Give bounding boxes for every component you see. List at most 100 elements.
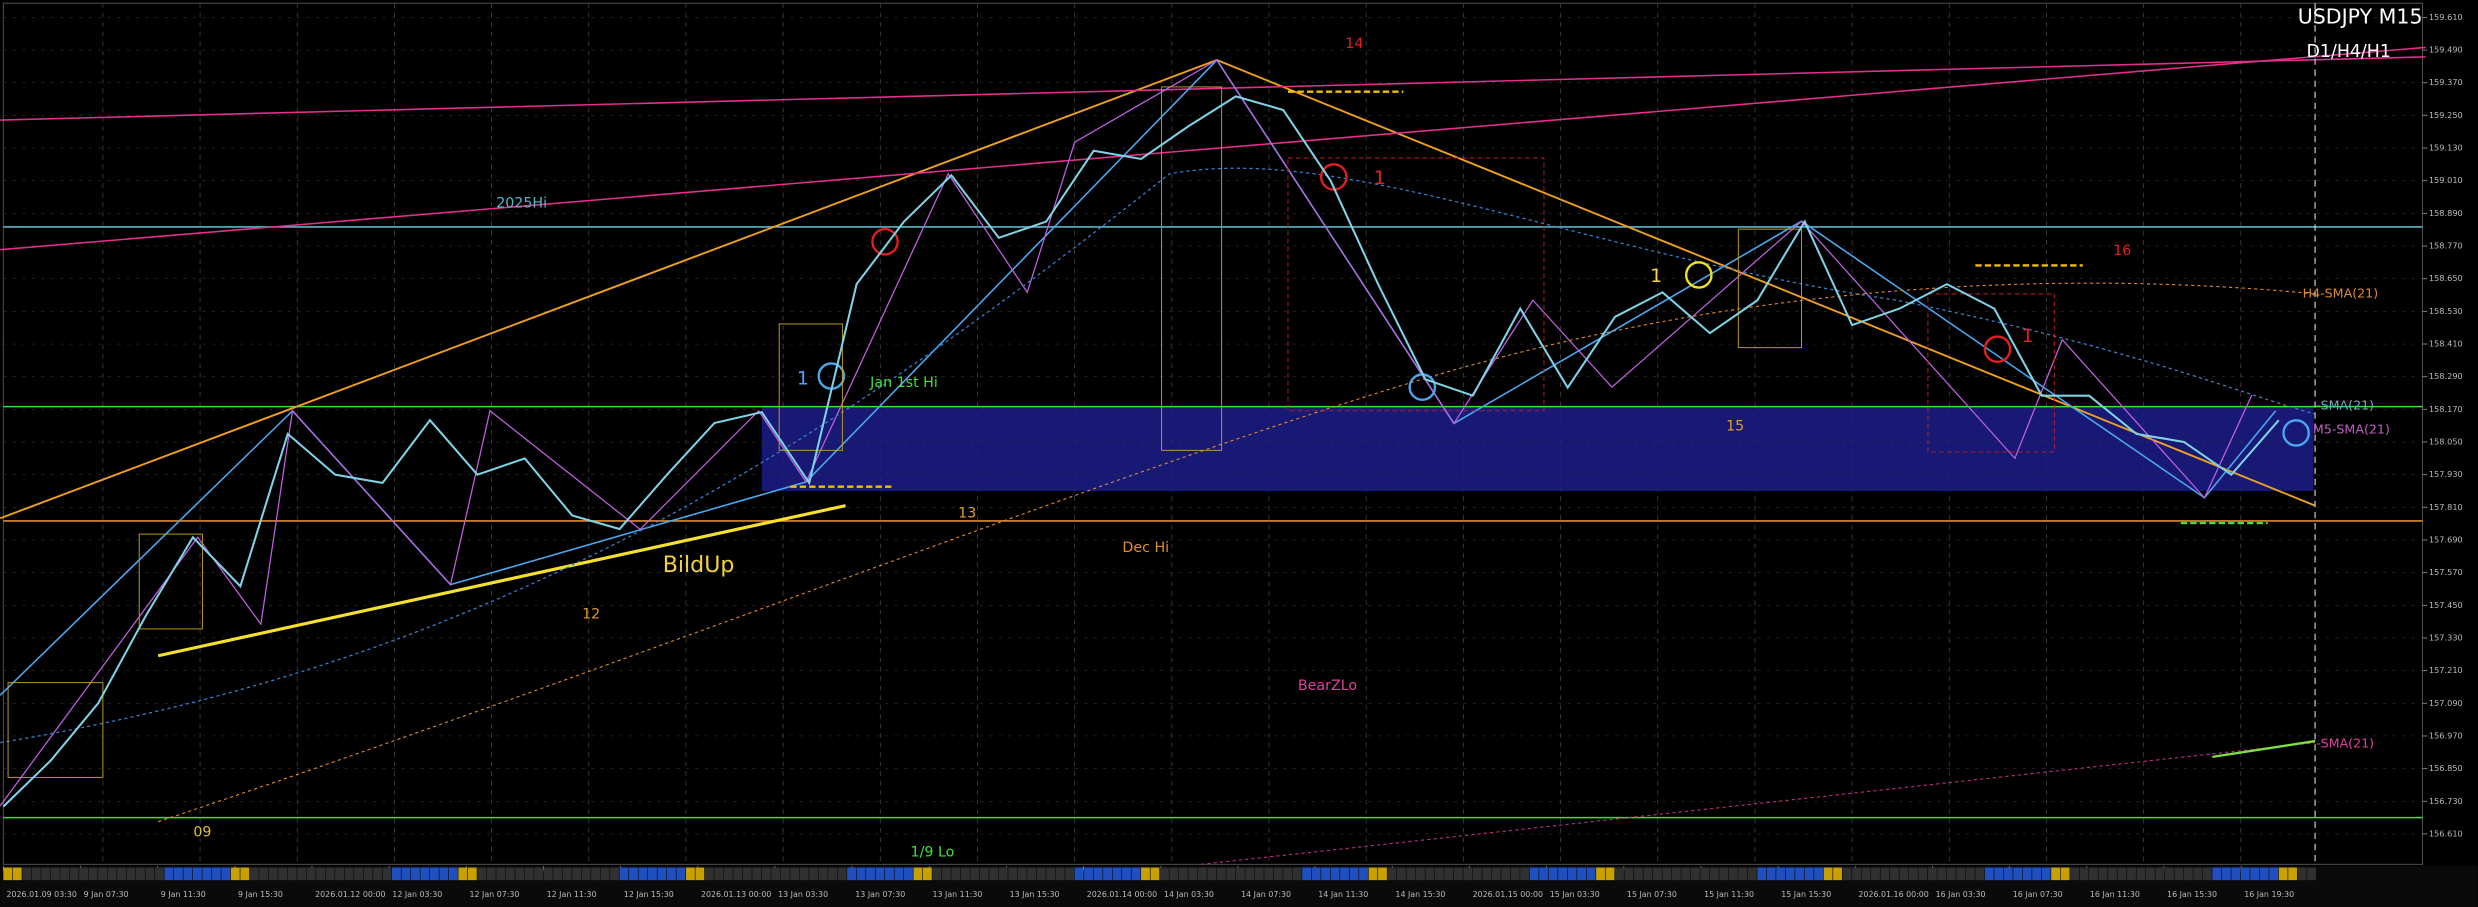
annotation: 1 bbox=[2021, 325, 2033, 347]
hour-cell bbox=[2051, 867, 2061, 881]
hour-cell bbox=[505, 867, 515, 881]
hour-cell bbox=[562, 867, 572, 881]
hour-cell bbox=[761, 867, 771, 881]
hour-cell bbox=[1634, 867, 1643, 881]
annotation: 1 bbox=[1374, 167, 1386, 189]
x-tick-label: 16 Jan 15:30 bbox=[2167, 890, 2217, 899]
hour-cell bbox=[2250, 867, 2260, 881]
hour-cell bbox=[970, 867, 980, 881]
x-tick-label: 2026.01.16 00:00 bbox=[1858, 890, 1928, 899]
hour-cell bbox=[2041, 867, 2051, 881]
hour-cell bbox=[1984, 867, 1994, 881]
hour-cell bbox=[1662, 867, 1672, 881]
hour-cell bbox=[287, 867, 297, 881]
y-tick-label: 159.010 bbox=[2429, 175, 2463, 185]
hour-cell bbox=[1643, 867, 1653, 881]
y-tick-label: 157.210 bbox=[2429, 665, 2463, 675]
y-tick-label: 157.690 bbox=[2429, 534, 2463, 544]
x-tick-label: 16 Jan 07:30 bbox=[2013, 890, 2063, 899]
annotation: 16 bbox=[2113, 243, 2131, 259]
hour-cell bbox=[136, 867, 145, 881]
hour-cell bbox=[553, 867, 563, 881]
hour-cell bbox=[145, 867, 155, 881]
hour-cell bbox=[363, 867, 373, 881]
box bbox=[778, 323, 843, 451]
hour-cell bbox=[1027, 867, 1037, 881]
hour-cell bbox=[1975, 867, 1985, 881]
hour-cell bbox=[742, 867, 752, 881]
hour-cell bbox=[515, 867, 525, 881]
y-tick-label: 158.050 bbox=[2429, 437, 2463, 447]
hour-cell bbox=[534, 867, 544, 881]
hour-cell bbox=[31, 867, 41, 881]
hour-cell bbox=[1719, 867, 1729, 881]
hour-cell bbox=[572, 867, 582, 881]
hour-cell bbox=[733, 867, 743, 881]
hour-cell bbox=[1766, 867, 1776, 881]
x-tick-label: 2026.01.12 00:00 bbox=[315, 890, 385, 899]
hour-cell bbox=[429, 867, 439, 881]
hour-cell bbox=[989, 867, 999, 881]
hour-cell bbox=[1624, 867, 1634, 881]
hour-cell bbox=[1178, 867, 1188, 881]
hour-cell bbox=[117, 867, 126, 881]
hour-cell bbox=[1453, 867, 1463, 881]
hour-cell bbox=[2070, 867, 2080, 881]
hour-cell bbox=[1226, 867, 1236, 881]
hour-cell bbox=[1652, 867, 1662, 881]
hour-cell bbox=[1330, 867, 1340, 881]
annotation: 09 bbox=[193, 825, 211, 841]
hour-cell bbox=[3, 867, 13, 881]
hour-cell bbox=[1757, 867, 1767, 881]
box bbox=[1737, 228, 1803, 349]
hour-cell bbox=[486, 867, 496, 881]
x-tick-label: 15 Jan 11:30 bbox=[1704, 890, 1754, 899]
hour-cell bbox=[866, 867, 875, 881]
hour-cell bbox=[221, 867, 231, 881]
x-tick-label: 2026.01.15 00:00 bbox=[1473, 890, 1543, 899]
hour-cell bbox=[1141, 867, 1150, 881]
y-tick-label: 159.130 bbox=[2429, 143, 2463, 153]
x-tick-label: 12 Jan 15:30 bbox=[624, 890, 674, 899]
hour-cell bbox=[2183, 867, 2193, 881]
box bbox=[1927, 293, 2055, 453]
hour-cell bbox=[922, 867, 932, 881]
hour-cell bbox=[1415, 867, 1425, 881]
hour-cell bbox=[657, 867, 667, 881]
hour-cell bbox=[695, 867, 705, 881]
x-tick-label: 2026.01.09 03:30 bbox=[6, 890, 76, 899]
x-tick-label: 12 Jan 11:30 bbox=[547, 890, 597, 899]
hour-cell bbox=[1444, 867, 1454, 881]
x-tick-label: 14 Jan 03:30 bbox=[1164, 890, 1214, 899]
hour-cell bbox=[477, 867, 487, 881]
hour-cell bbox=[856, 867, 866, 881]
hour-cell bbox=[666, 867, 676, 881]
x-tick-label: 2026.01.14 00:00 bbox=[1087, 890, 1157, 899]
hour-cell bbox=[2202, 867, 2212, 881]
hour-cell bbox=[1093, 867, 1103, 881]
hour-cell bbox=[1994, 867, 2004, 881]
hour-cell bbox=[1728, 867, 1738, 881]
sma-line bbox=[0, 167, 2316, 744]
hour-cell bbox=[591, 867, 600, 881]
y-tick-label: 157.330 bbox=[2429, 632, 2463, 642]
hour-cell bbox=[126, 867, 136, 881]
hour-cell bbox=[1055, 867, 1065, 881]
hour-cell bbox=[1596, 867, 1605, 881]
hour-cell bbox=[2098, 867, 2108, 881]
hour-cell bbox=[1254, 867, 1264, 881]
hour-cell bbox=[230, 867, 240, 881]
hour-cell bbox=[420, 867, 430, 881]
box bbox=[7, 682, 104, 778]
hour-cell bbox=[316, 867, 326, 881]
hour-cell bbox=[1264, 867, 1274, 881]
x-tick-label: 15 Jan 03:30 bbox=[1550, 890, 1600, 899]
hour-cell bbox=[164, 867, 174, 881]
hour-cell bbox=[278, 867, 288, 881]
hour-cell bbox=[629, 867, 638, 881]
hour-cell bbox=[1273, 867, 1283, 881]
hour-cell bbox=[619, 867, 629, 881]
hour-cell bbox=[1197, 867, 1207, 881]
hour-cell bbox=[723, 867, 733, 881]
